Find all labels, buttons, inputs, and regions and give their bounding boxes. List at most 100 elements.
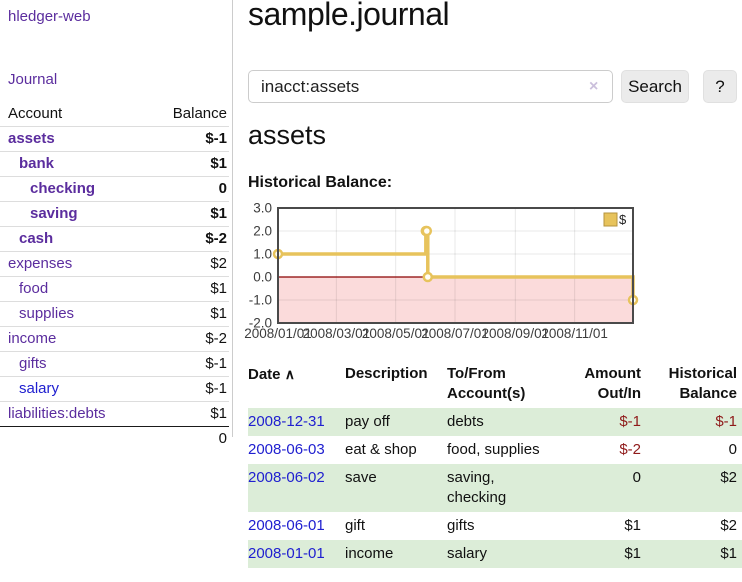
account-row: income $-2 xyxy=(0,326,229,352)
transaction-balance: $1 xyxy=(720,545,737,562)
sidebar-item-journal[interactable]: Journal xyxy=(8,71,58,88)
account-link[interactable]: supplies xyxy=(19,305,75,322)
transaction-balance: $2 xyxy=(720,517,737,534)
accounts-total-balance: 0 xyxy=(149,426,229,451)
transaction-description: income xyxy=(345,545,394,562)
transaction-accounts: gifts xyxy=(447,517,475,534)
account-column-header: To/From Account(s) xyxy=(447,365,526,402)
register-table: Date ∧ Description To/From Account(s) Am… xyxy=(248,360,742,568)
account-link[interactable]: gifts xyxy=(19,355,47,372)
account-balance: $-1 xyxy=(149,126,229,152)
transaction-amount: $-1 xyxy=(619,413,641,430)
account-balance: $1 xyxy=(149,151,229,177)
account-balance: $-2 xyxy=(149,226,229,252)
transaction-amount: $1 xyxy=(624,545,641,562)
accounts-table-header-row: Account Balance xyxy=(0,101,229,127)
accounts-table: Account Balance assets $-1 bank $1 checking 0… xyxy=(0,101,229,451)
account-link[interactable]: checking xyxy=(30,180,96,197)
account-link[interactable]: cash xyxy=(19,230,54,247)
account-balance: $1 xyxy=(149,401,229,427)
transaction-description: gift xyxy=(345,517,366,534)
account-row: bank $1 xyxy=(0,151,229,177)
account-row: salary $-1 xyxy=(0,376,229,402)
accounts-table-body: assets $-1 bank $1 checking 0 saving $1 cash $-2 e… xyxy=(0,126,229,427)
account-balance: 0 xyxy=(149,176,229,202)
account-row: food $1 xyxy=(0,276,229,302)
amount-column-header: Amount Out/In xyxy=(584,365,641,402)
historical-balance-chart: $3.0 2.0 1.0 0.0 -1.0 -2.02008/01/012008/03/0… xyxy=(244,201,639,341)
svg-text:-1.0: -1.0 xyxy=(249,293,272,308)
account-link[interactable]: expenses xyxy=(8,255,73,272)
account-row: gifts $-1 xyxy=(0,351,229,377)
transaction-amount: $-2 xyxy=(619,441,641,458)
sort-ascending-icon: ∧ xyxy=(284,366,295,382)
account-row: supplies $1 xyxy=(0,301,229,327)
account-column-header: Account xyxy=(8,105,63,122)
transaction-date-link[interactable]: 2008-12-31 xyxy=(248,413,325,430)
transaction-row: 2008-06-03 eat & shop food, supplies $-2 0 xyxy=(248,436,742,464)
accounts-total-row: 0 xyxy=(0,426,229,451)
sidebar: hledger-web Journal Account Balance asse… xyxy=(0,0,233,451)
chart-title: Historical Balance: xyxy=(248,174,393,191)
account-balance: $1 xyxy=(149,301,229,327)
svg-text:2008/07/01: 2008/07/01 xyxy=(421,326,489,341)
transaction-date-link[interactable]: 2008-06-01 xyxy=(248,517,325,534)
main-content: sample.journal × Search ? assets Histori… xyxy=(244,0,742,582)
account-link[interactable]: bank xyxy=(19,155,55,172)
transaction-date-link[interactable]: 2008-06-02 xyxy=(248,469,325,486)
register-header-row: Date ∧ Description To/From Account(s) Am… xyxy=(248,360,742,408)
account-balance: $-2 xyxy=(149,326,229,352)
transaction-description: save xyxy=(345,469,377,486)
transaction-accounts: debts xyxy=(447,413,484,430)
register-table-body: 2008-12-31 pay off debts $-1 $-1 2008-06-03 ea… xyxy=(248,408,742,568)
account-heading: assets xyxy=(248,120,327,150)
page-title: sample.journal xyxy=(248,0,450,32)
help-button[interactable]: ? xyxy=(703,70,737,103)
account-balance: $-1 xyxy=(149,351,229,377)
search-form: × Search ? xyxy=(248,70,742,103)
account-link[interactable]: assets xyxy=(8,130,55,147)
account-link[interactable]: food xyxy=(19,280,49,297)
brand-link[interactable]: hledger-web xyxy=(8,8,91,25)
svg-text:2008/09/01: 2008/09/01 xyxy=(482,326,550,341)
account-link[interactable]: salary xyxy=(19,380,60,397)
search-input[interactable] xyxy=(248,70,613,103)
transaction-accounts: salary xyxy=(447,545,488,562)
transaction-date-link[interactable]: 2008-01-01 xyxy=(248,545,325,562)
svg-text:2008/01/01: 2008/01/01 xyxy=(244,326,312,341)
svg-text:3.0: 3.0 xyxy=(253,201,272,216)
svg-text:-2.0: -2.0 xyxy=(249,316,272,331)
transaction-balance: 0 xyxy=(728,441,737,458)
transaction-date-link[interactable]: 2008-06-03 xyxy=(248,441,325,458)
transaction-amount: 0 xyxy=(632,469,641,486)
svg-text:2008/03/01: 2008/03/01 xyxy=(303,326,371,341)
account-link[interactable]: saving xyxy=(30,205,78,222)
account-row: expenses $2 xyxy=(0,251,229,277)
transaction-row: 2008-06-02 save saving, checking 0 $2 xyxy=(248,464,742,512)
account-link[interactable]: income xyxy=(8,330,57,347)
search-button[interactable]: Search xyxy=(621,70,689,103)
accounts-total-spacer xyxy=(0,426,150,451)
transaction-balance: $2 xyxy=(720,469,737,486)
transaction-balance: $-1 xyxy=(715,413,737,430)
account-link[interactable]: liabilities:debts xyxy=(8,405,106,422)
clear-search-icon[interactable]: × xyxy=(589,78,599,95)
date-column-header[interactable]: Date ∧ xyxy=(248,366,295,383)
svg-text:0.0: 0.0 xyxy=(253,270,272,285)
balance-column-header: Historical Balance xyxy=(668,365,737,402)
account-balance: $2 xyxy=(149,251,229,277)
svg-text:2008/05/01: 2008/05/01 xyxy=(362,326,430,341)
account-balance: $1 xyxy=(149,276,229,302)
transaction-amount: $1 xyxy=(624,517,641,534)
balance-column-header: Balance xyxy=(172,105,227,122)
account-row: liabilities:debts $1 xyxy=(0,401,229,427)
account-row: saving $1 xyxy=(0,201,229,227)
svg-text:2008/11/01: 2008/11/01 xyxy=(541,326,608,341)
transaction-row: 2008-06-01 gift gifts $1 $2 xyxy=(248,512,742,540)
transaction-description: pay off xyxy=(345,413,390,430)
transaction-accounts: food, supplies xyxy=(447,441,540,458)
transaction-row: 2008-12-31 pay off debts $-1 $-1 xyxy=(248,408,742,436)
account-balance: $-1 xyxy=(149,376,229,402)
account-balance: $1 xyxy=(149,201,229,227)
